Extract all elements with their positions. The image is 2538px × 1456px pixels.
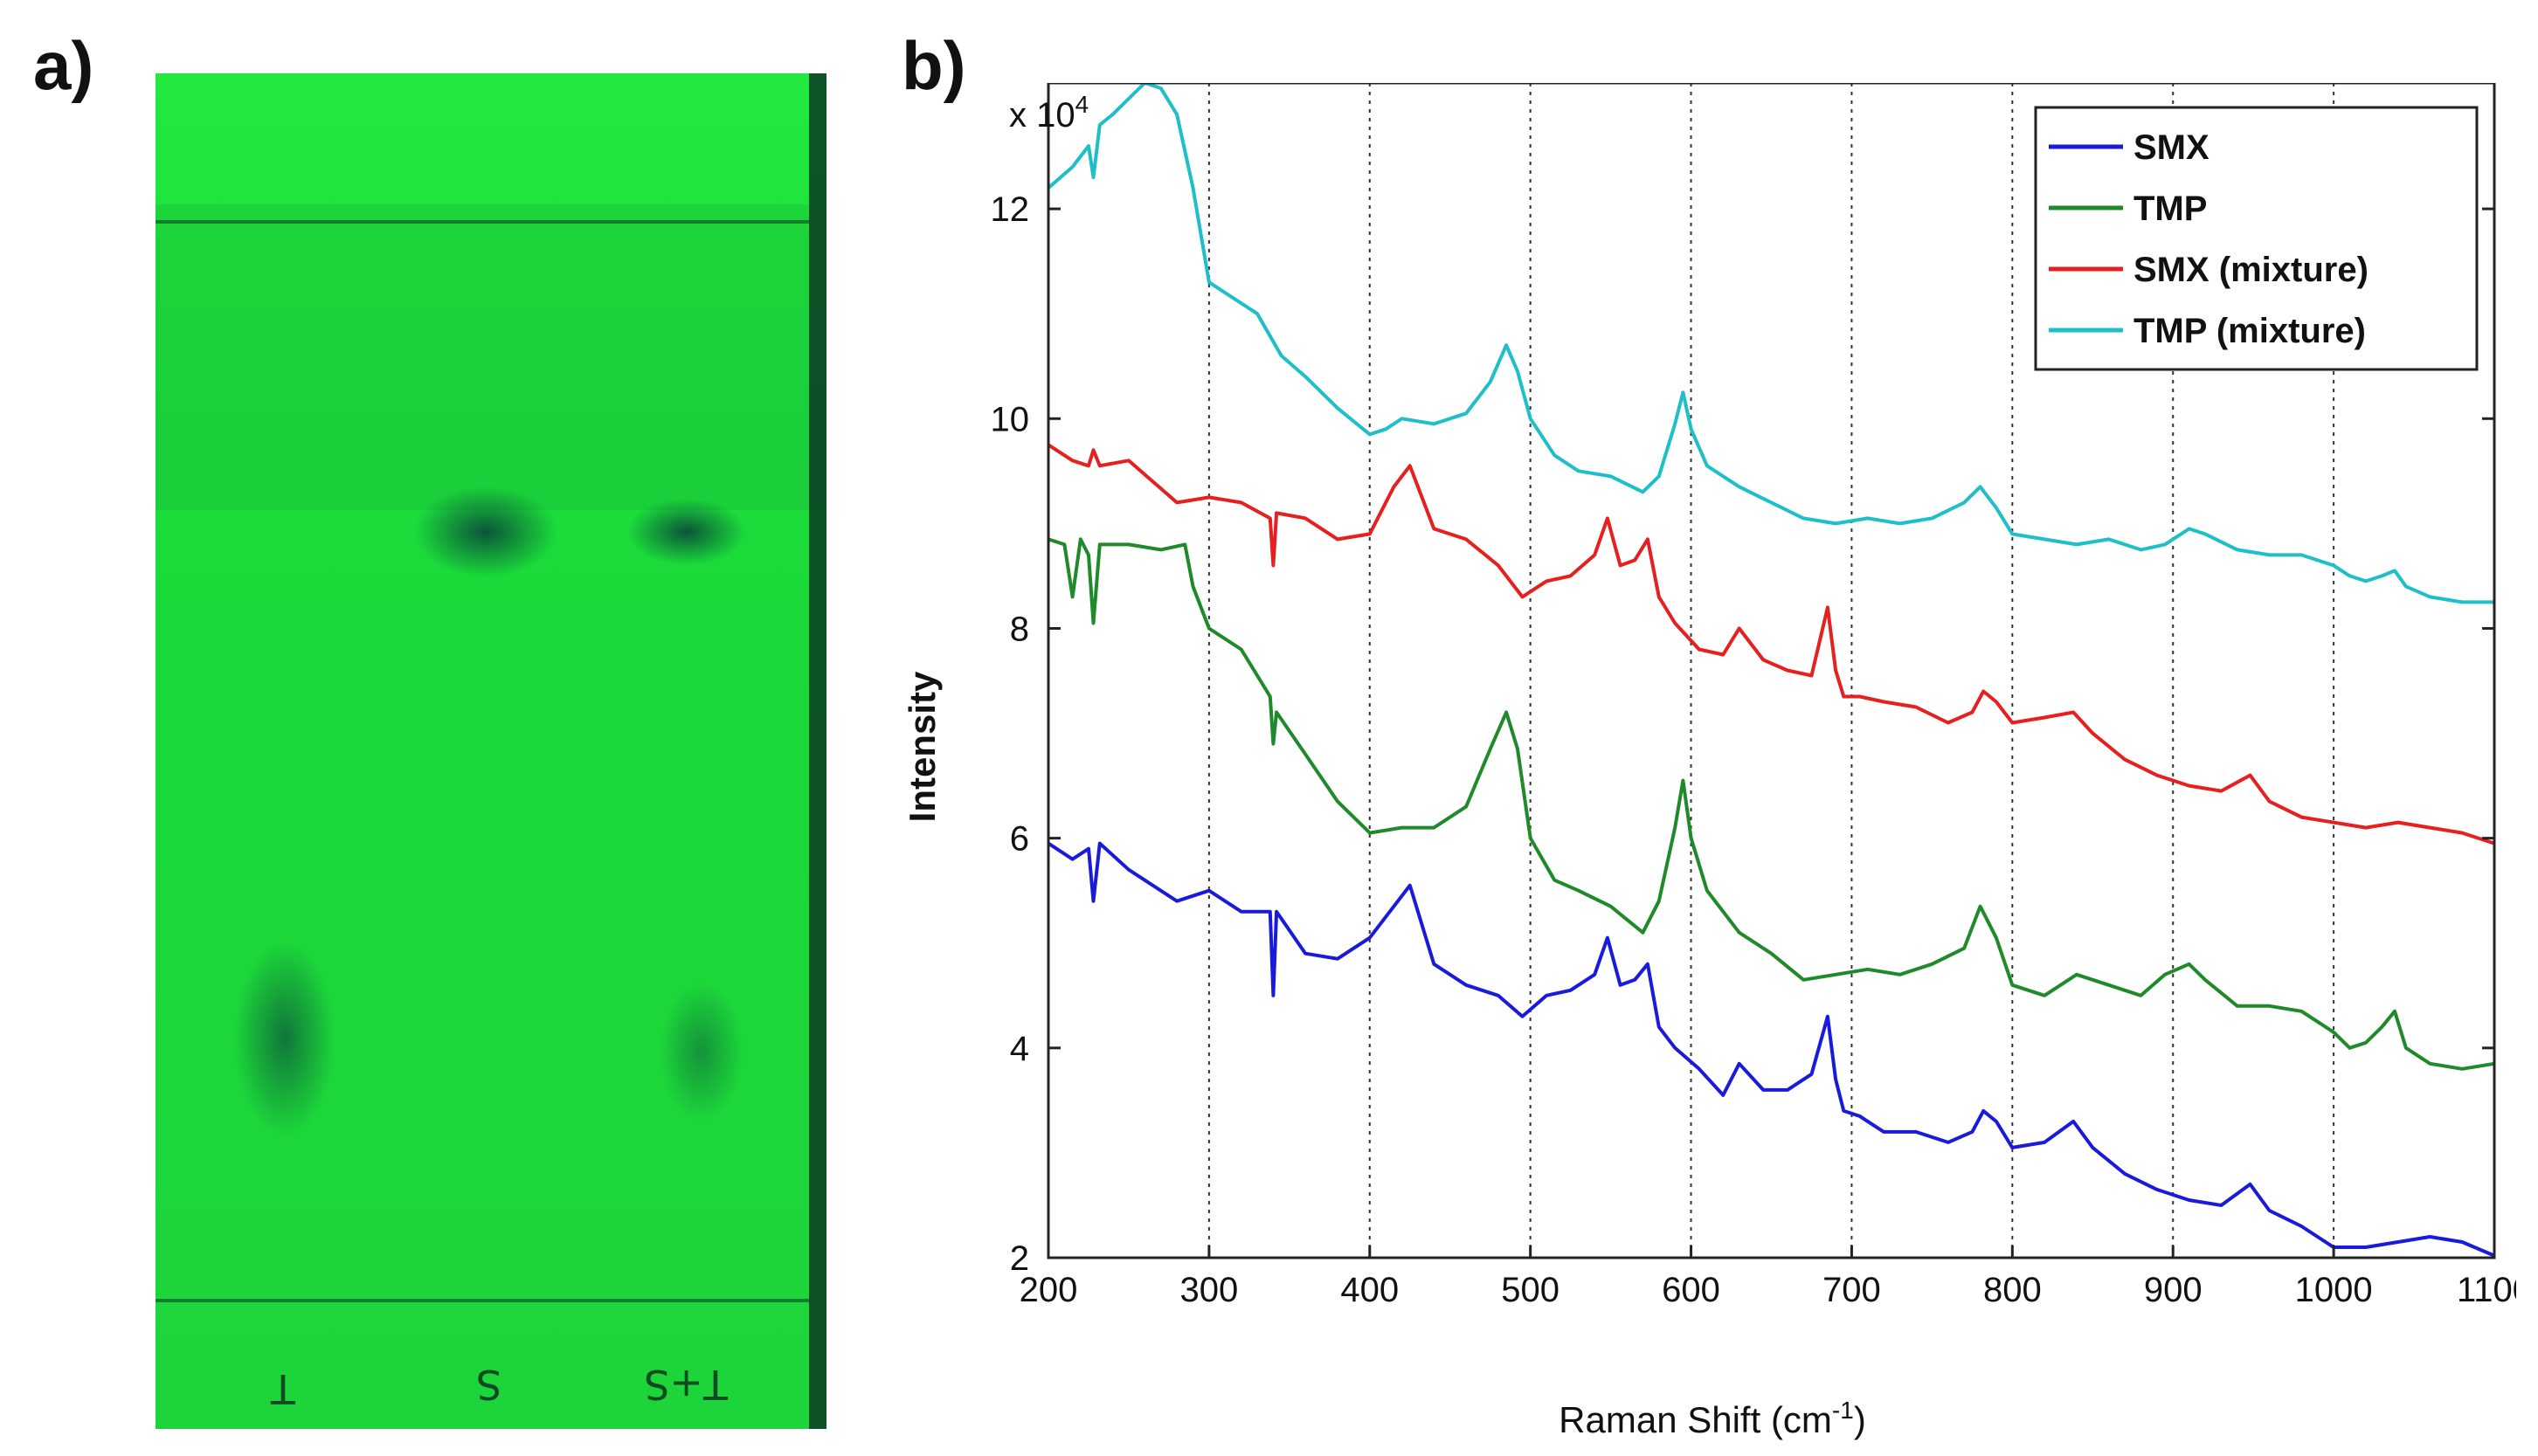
series-line-smx <box>1047 841 2495 1258</box>
x-tick-label: 900 <box>2144 1271 2203 1309</box>
x-tick-label: 200 <box>1020 1271 1078 1309</box>
x-tick-label: 400 <box>1340 1271 1399 1309</box>
panel-b-label: b) <box>902 27 966 104</box>
y-axis-label: Intensity <box>902 671 943 822</box>
y-tick-label: 6 <box>1010 820 1029 859</box>
tlc-plate-edge <box>809 73 826 1429</box>
legend-label: SMX (mixture) <box>2133 251 2369 289</box>
tlc-spot-ts-lower <box>660 982 743 1121</box>
y-multiplier: x 104 <box>1009 91 1089 135</box>
x-axis-label-main: Raman Shift (cm <box>1559 1399 1832 1440</box>
x-tick-label: 1000 <box>2295 1271 2373 1309</box>
y-tick-label: 10 <box>991 400 1030 438</box>
tlc-plate-shadow-band <box>156 204 826 510</box>
y-multiplier-exp: 4 <box>1075 91 1089 118</box>
legend-label: TMP <box>2133 190 2207 228</box>
raman-spectra-chart: 200 300 400 500 600 700 800 900 1000 1100 2 4 6 8 10 1… <box>902 83 2516 1440</box>
chart-grid <box>1207 83 2335 1258</box>
tlc-spot-t-lower <box>234 941 335 1136</box>
x-tick-label: 300 <box>1180 1271 1239 1309</box>
legend-label: SMX <box>2133 128 2210 167</box>
series-line-smx-mixture <box>1047 443 2495 845</box>
y-tick-labels: 2 4 6 8 10 12 <box>991 190 2494 1278</box>
plot-frame <box>1047 83 2496 1259</box>
x-tick-label: 700 <box>1822 1271 1881 1309</box>
y-multiplier-base: x 10 <box>1009 96 1075 135</box>
series-line-tmp <box>1048 537 2495 1071</box>
y-tick-label: 2 <box>1010 1239 1029 1278</box>
tlc-spot-s-upper <box>414 486 557 577</box>
tlc-plate-image: T S T+S <box>156 73 826 1429</box>
x-tick-labels: 200 300 400 500 600 700 800 900 1000 1100 <box>1020 1246 2516 1309</box>
x-axis-label-end: ) <box>1854 1399 1866 1440</box>
x-axis-label: Raman Shift (cm-1) <box>1559 1397 1866 1440</box>
legend-box <box>2034 106 2479 371</box>
tlc-lane-mark-ts: T+S <box>644 1361 729 1408</box>
tlc-spot-ts-upper <box>627 499 746 565</box>
y-tick-label: 4 <box>1010 1030 1029 1068</box>
chart-series-group <box>1047 83 2495 1258</box>
x-tick-label: 600 <box>1662 1271 1720 1309</box>
x-tick-label: 1100 <box>2457 1271 2516 1309</box>
legend-label: TMP (mixture) <box>2133 312 2366 350</box>
tlc-plate-background <box>156 73 826 1429</box>
panel-a-label: a) <box>33 27 94 104</box>
legend: SMX TMP SMX (mixture) TMP (mixture) <box>2034 106 2479 371</box>
y-tick-label: 12 <box>991 190 1030 229</box>
series-line-tmp-mixture <box>1047 83 2494 604</box>
y-tick-label: 8 <box>1010 610 1029 648</box>
x-tick-label: 500 <box>1501 1271 1559 1309</box>
x-tick-label: 800 <box>1983 1271 2042 1309</box>
x-axis-label-sup: -1 <box>1832 1397 1854 1424</box>
tlc-lane-mark-t: T <box>270 1365 296 1412</box>
tlc-lane-mark-s: S <box>476 1361 501 1408</box>
